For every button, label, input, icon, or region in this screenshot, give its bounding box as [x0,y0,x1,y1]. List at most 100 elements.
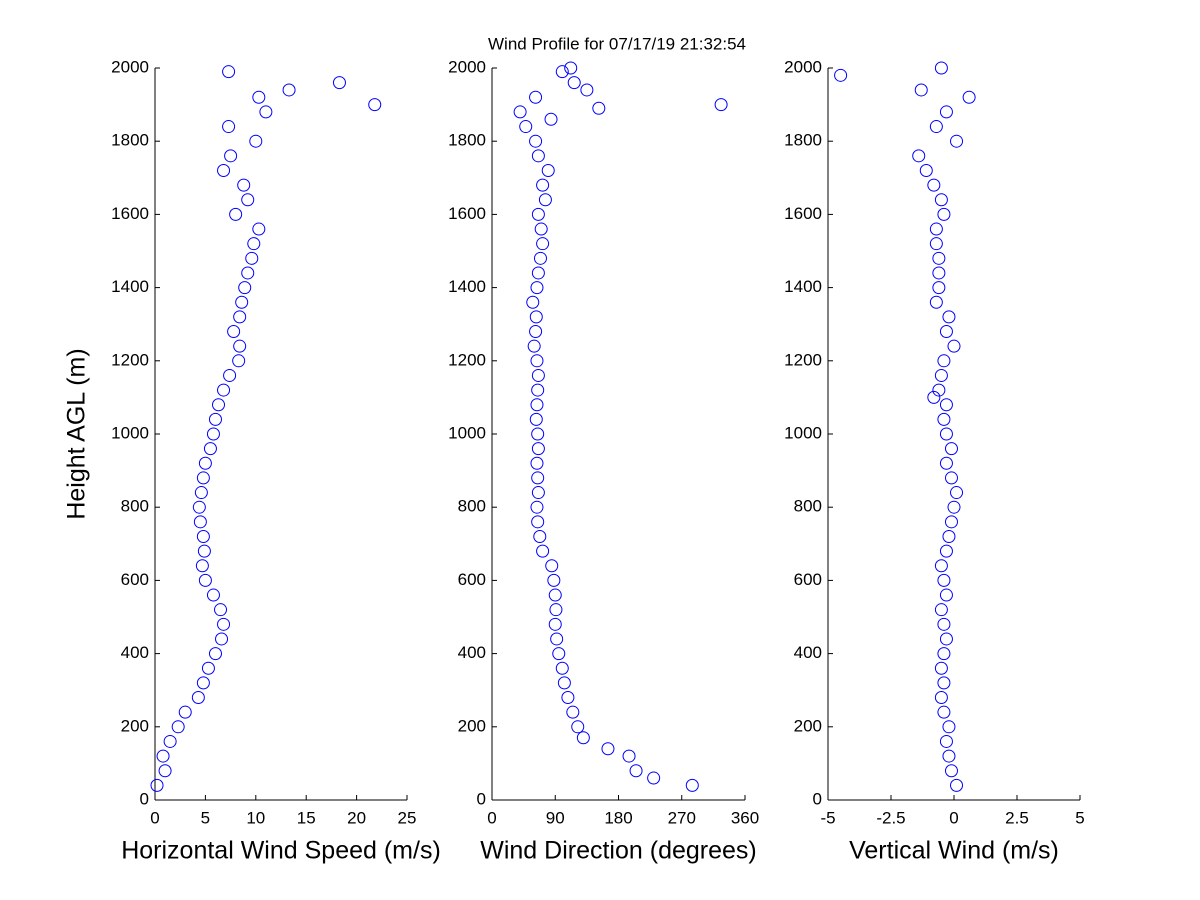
point [206,427,220,441]
point [548,588,562,602]
point [647,771,661,785]
point [939,632,953,646]
point [534,222,548,236]
point [939,105,953,119]
point [536,544,550,558]
point [548,617,562,631]
point [552,647,566,661]
y-tick-label: 1200 [784,350,822,369]
point [939,427,953,441]
y-tick-label: 800 [458,497,486,516]
point [685,778,699,792]
point [929,222,943,236]
point [622,749,636,763]
point [533,529,547,543]
x-tick-label: 15 [297,808,316,827]
point [217,383,231,397]
point [531,383,545,397]
point [927,390,941,404]
x-tick-label: -2.5 [876,808,905,827]
point [259,105,273,119]
point [934,559,948,573]
point [937,647,951,661]
y-tick-label: 1200 [448,350,486,369]
y-tick-label: 800 [121,497,149,516]
point [567,76,581,90]
point [942,310,956,324]
point [944,471,958,485]
point [536,237,550,251]
point [531,149,545,163]
point [178,705,192,719]
point [241,266,255,280]
point [939,325,953,339]
point [932,383,946,397]
point [939,588,953,602]
point [555,65,569,79]
point [206,588,220,602]
point [601,742,615,756]
point [531,442,545,456]
x-tick-label: 0 [150,808,159,827]
point [282,83,296,97]
x-tick-label: 10 [246,808,265,827]
point [212,398,226,412]
point [529,310,543,324]
point [531,207,545,221]
point [934,193,948,207]
point [531,266,545,280]
point [368,98,382,112]
point [929,237,943,251]
point [939,544,953,558]
point [332,76,346,90]
x-tick-label: 5 [1075,808,1084,827]
point [158,764,172,778]
point [950,486,964,500]
point [962,90,976,104]
point [191,691,205,705]
point [245,251,259,265]
point [939,734,953,748]
point [564,61,578,75]
point [932,251,946,265]
point [193,515,207,529]
point [241,193,255,207]
y-tick-label: 200 [458,716,486,735]
point [222,120,236,134]
point [939,456,953,470]
point [939,398,953,412]
point [557,676,571,690]
point [934,691,948,705]
point [580,83,594,97]
point [571,720,585,734]
point [541,163,555,177]
point [252,222,266,236]
point [529,134,543,148]
point [194,486,208,500]
point [198,456,212,470]
point [932,266,946,280]
y-tick-label: 1400 [111,277,149,296]
point [942,720,956,734]
point [934,661,948,675]
point [224,149,238,163]
y-tick-label: 0 [477,789,486,808]
point [937,617,951,631]
x-axis-label: Wind Direction (degrees) [480,837,757,865]
point [232,354,246,368]
y-tick-label: 400 [121,643,149,662]
y-tick-label: 600 [458,570,486,589]
point [519,120,533,134]
x-tick-label: 0 [949,808,958,827]
point [834,68,848,82]
point [929,120,943,134]
x-axis-label: Horizontal Wind Speed (m/s) [121,837,441,865]
point [538,193,552,207]
point [912,149,926,163]
y-tick-label: 1600 [784,204,822,223]
point [252,90,266,104]
point [550,632,564,646]
point [217,617,231,631]
